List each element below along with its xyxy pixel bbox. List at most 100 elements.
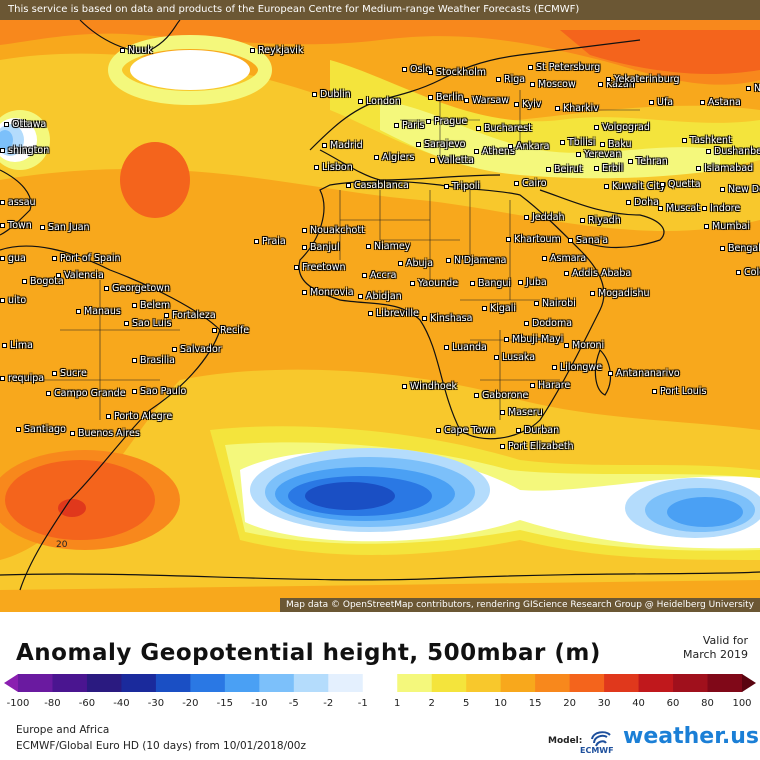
city-label: Porto Alegre — [106, 411, 172, 422]
city-label: Juba — [518, 277, 547, 288]
colorbar-segment — [604, 674, 640, 692]
city-label: Prague — [426, 116, 467, 127]
city-label: London — [358, 96, 401, 107]
city-label: Quetta — [660, 179, 701, 190]
colorbar-max-arrow — [742, 674, 756, 692]
city-label: Yerevan — [576, 149, 621, 160]
legend-panel: Anomaly Geopotential height, 500mbar (m)… — [0, 612, 760, 760]
city-label: Accra — [362, 270, 397, 281]
city-label: Warsaw — [464, 95, 509, 106]
city-label: Valencia — [56, 270, 104, 281]
city-label: shington — [0, 145, 49, 156]
city-label: Athens — [474, 146, 515, 157]
city-label: Town — [0, 220, 32, 231]
colorbar-segment — [155, 674, 191, 692]
city-label: Tbilisi — [560, 137, 595, 148]
city-label: Durban — [516, 425, 559, 436]
city-label: Praia — [254, 236, 286, 247]
city-label: Khartoum — [506, 234, 561, 245]
city-label: Addis Ababa — [564, 268, 631, 279]
city-label: Doha — [626, 197, 659, 208]
city-label: Casablanca — [346, 180, 409, 191]
colorbar-segment — [535, 674, 571, 692]
city-label: Buenos Aires — [70, 428, 140, 439]
colorbar-tick-label: -2 — [323, 698, 334, 709]
city-label: Kinshasa — [422, 313, 472, 324]
colorbar-tick-label: 80 — [701, 698, 714, 709]
colorbar-tick-label: 30 — [597, 698, 611, 709]
city-label: Manaus — [76, 306, 121, 317]
city-label: New De — [720, 184, 760, 195]
city-label: Dodoma — [524, 318, 572, 329]
city-label: Asmara — [542, 253, 586, 264]
colorbar — [4, 674, 756, 692]
city-label: Kharkiv — [555, 103, 599, 114]
forecast-map: This service is based on data and produc… — [0, 0, 760, 612]
city-label: Algiers — [374, 152, 415, 163]
city-label: Port of Spain — [52, 253, 121, 264]
city-label: Brasilia — [132, 355, 175, 366]
city-label: Sucre — [52, 368, 87, 379]
city-label: Maseru — [500, 407, 543, 418]
city-label: Tripoli — [444, 181, 480, 192]
city-label: Ufa — [649, 97, 673, 108]
city-label: Paris — [394, 120, 425, 131]
colorbar-segment — [397, 674, 433, 692]
city-label: Mbuji-Mayi — [504, 334, 563, 345]
city-label: Georgetown — [104, 283, 170, 294]
city-label: Lilongwe — [552, 362, 602, 373]
region-label: Europe and Africa — [16, 724, 110, 736]
colorbar-tick-label: -10 — [251, 698, 268, 709]
colorbar-tick-label: 100 — [732, 698, 752, 709]
city-label: Bucharest — [476, 123, 532, 134]
city-label: Belem — [132, 300, 170, 311]
colorbar-min-arrow — [4, 674, 18, 692]
city-label: Valletta — [430, 155, 474, 166]
colorbar-tick-label: 20 — [563, 698, 576, 709]
city-label: Windhoek — [402, 381, 457, 392]
city-label: Monrovia — [302, 287, 354, 298]
city-label: No — [746, 83, 760, 94]
city-label: Berlin — [428, 92, 464, 103]
weather-us-logo[interactable]: weather.us — [623, 724, 760, 749]
city-label: Ankara — [508, 141, 549, 152]
city-label: Tashkent — [682, 135, 732, 146]
valid-for-date: March 2019 — [682, 648, 748, 661]
city-label: Freetown — [294, 262, 346, 273]
city-label: Kigali — [482, 303, 516, 314]
city-label: Sarajevo — [416, 139, 466, 150]
city-label: Bangui — [470, 278, 511, 289]
city-label: Indore — [702, 203, 740, 214]
colorbar-tick-label: 15 — [528, 698, 542, 709]
colorbar-segment — [362, 674, 398, 692]
city-label: Antananarivo — [608, 368, 680, 379]
city-label: Nuuk — [120, 45, 153, 56]
city-label: Sao Luis — [124, 318, 171, 329]
colorbar-segment — [18, 674, 53, 692]
colorbar-segment — [431, 674, 467, 692]
city-label: Abidjan — [358, 291, 402, 302]
city-label: Cape Town — [436, 425, 495, 436]
city-label: Santiago — [16, 424, 66, 435]
city-label: Astana — [700, 97, 741, 108]
city-label: Lima — [2, 340, 33, 351]
city-label: N'Djamena — [446, 255, 506, 266]
city-label: Mogadishu — [590, 288, 650, 299]
city-label: Tehran — [628, 156, 668, 167]
city-label: Riga — [496, 74, 525, 85]
colorbar-tick-label: 1 — [394, 698, 401, 709]
city-label: Recife — [212, 325, 249, 336]
city-label: Lusaka — [494, 352, 535, 363]
city-label: Moroni — [564, 340, 604, 351]
city-label: Libreville — [368, 308, 419, 319]
map-title: Anomaly Geopotential height, 500mbar (m) — [16, 640, 601, 666]
colorbar-tick-label: -5 — [288, 698, 299, 709]
colorbar-segment — [52, 674, 88, 692]
ecmwf-logo-icon — [591, 731, 611, 747]
city-label: Muscat — [658, 203, 700, 214]
colorbar-tick-label: 60 — [666, 698, 680, 709]
city-label: Harare — [530, 380, 570, 391]
colorbar-tick-label: -40 — [113, 698, 130, 709]
colorbar-tick-label: 40 — [632, 698, 645, 709]
colorbar-segment — [293, 674, 329, 692]
